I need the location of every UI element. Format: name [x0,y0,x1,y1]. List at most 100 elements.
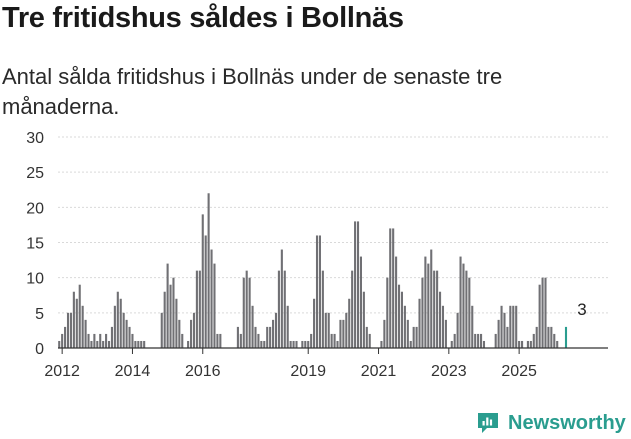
bar [187,340,190,348]
y-tick-label: 10 [26,271,44,288]
bar [480,333,483,348]
bar [96,340,99,348]
bar [389,228,392,348]
bar [474,333,477,348]
bar [348,298,351,348]
bar [330,333,333,348]
bar [274,312,278,348]
bar [110,326,113,348]
bar [477,333,480,348]
bar [556,340,559,348]
bar [333,333,336,348]
bar [143,340,146,348]
bar [125,319,128,348]
bar [433,270,436,348]
chart-title: Tre fritidshus såldes i Bollnäs [2,2,404,34]
x-tick-label: 2019 [290,363,326,380]
bar [327,312,330,348]
bar [272,319,275,348]
bar [213,263,216,348]
bar [503,312,506,348]
x-tick-label: 2021 [361,363,397,380]
bar [362,291,365,348]
newsworthy-logo-icon [478,413,498,433]
x-tick-label: 2016 [185,363,221,380]
bar [553,333,556,348]
bar [128,326,131,348]
bar [87,333,90,348]
bar [465,270,468,348]
bar [336,340,339,348]
bar [134,340,137,348]
bar [277,270,280,348]
bar [137,340,140,348]
bar [248,277,251,348]
bar [195,270,198,348]
bar [107,340,111,348]
bar [140,340,143,348]
bar [192,312,196,348]
bar [280,249,283,348]
bar [383,319,386,348]
bar [163,291,166,348]
bar [450,340,453,348]
bar [166,263,169,348]
bar [324,312,327,348]
bar [219,333,222,348]
bar [102,340,105,348]
bar [441,305,445,348]
bar [189,319,193,348]
x-tick-label: 2014 [115,363,151,380]
y-tick-label: 30 [26,130,44,147]
bar [356,221,360,348]
bar [318,235,321,348]
bar [295,340,298,348]
bar [535,326,538,348]
bar [116,291,119,348]
bar [66,312,70,348]
bar [242,277,245,348]
bar [260,340,263,348]
bar [283,270,286,348]
bar [529,340,532,348]
bar [412,326,415,348]
bar [210,249,213,348]
bar [266,326,269,348]
bar [386,277,389,348]
bar [494,333,497,348]
bar [541,277,544,348]
bar [400,291,404,348]
bar [61,333,64,348]
bar [304,340,307,348]
bar [84,319,87,348]
bar [269,326,272,348]
bar [90,340,93,348]
bar [204,235,207,348]
y-tick-label: 5 [35,306,44,323]
bar [482,340,486,348]
bar [544,277,547,348]
bar [64,326,67,348]
bar [313,298,316,348]
brand-name: Newsworthy [508,411,626,434]
x-tick-label: 2012 [44,363,80,380]
y-tick-label: 25 [26,165,44,182]
bar [403,305,406,348]
bar [547,326,550,348]
chart-subtitle: Antal sålda fritidshus i Bollnäs under d… [2,64,503,119]
bar [462,263,465,348]
bar [310,333,313,348]
bar [500,305,503,348]
bar [307,340,310,348]
highlight-data-label: 3 [577,300,586,319]
bar [301,340,304,348]
bar [365,326,368,348]
bar [406,319,409,348]
bar [468,277,471,348]
bar [456,312,459,348]
bar [315,235,319,348]
x-tick-label: 2025 [501,363,537,380]
bar [538,284,541,348]
y-tick-label: 0 [35,341,44,358]
bar [521,340,524,348]
